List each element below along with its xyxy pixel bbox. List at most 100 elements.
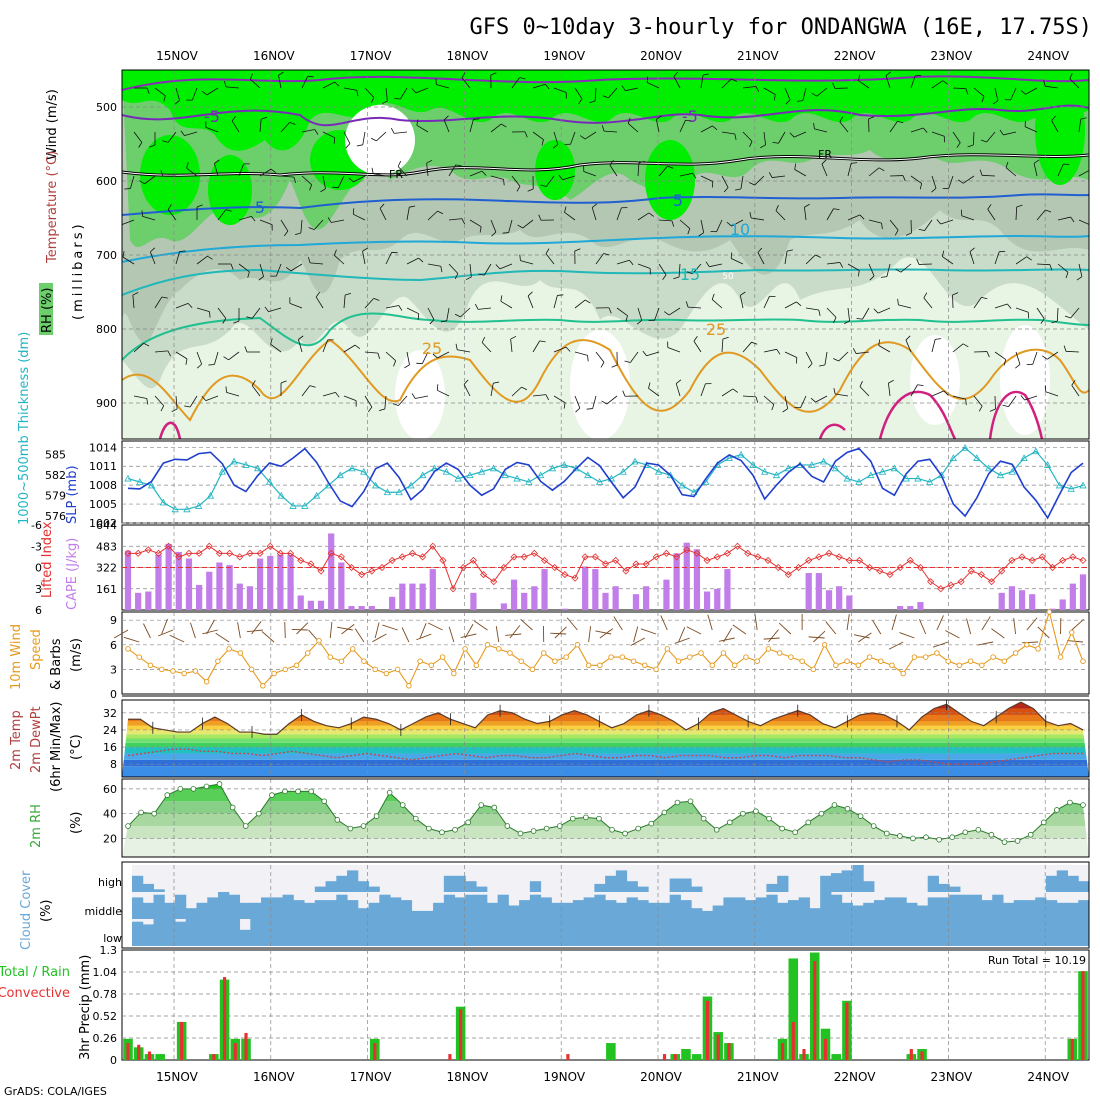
cloud-cell (615, 870, 628, 892)
wind-barb (406, 207, 410, 221)
cloud-cell (820, 875, 832, 892)
wind-barb-flag (565, 346, 571, 352)
wind-barb (847, 307, 850, 321)
cloud-cell (443, 894, 456, 919)
wind10-point (1024, 642, 1030, 648)
rh2m-point (726, 819, 733, 826)
precip-grid: 1.31.040.780.520.260 (93, 944, 1089, 1067)
wind-barb (322, 131, 335, 139)
wind-barb (1078, 169, 1089, 177)
cape-bar (683, 542, 690, 610)
wind-barb-flag (897, 298, 899, 305)
wind-barb-flag (416, 119, 419, 126)
wind-barb (952, 87, 967, 90)
thickness-point (525, 478, 533, 485)
wind-barb-flag (663, 311, 670, 316)
wind-barb-flag (517, 224, 523, 229)
rh2m-point (504, 823, 511, 829)
wind10-barb (763, 637, 780, 640)
cloud-cell (1035, 897, 1047, 919)
wind10-point (428, 662, 435, 669)
rh2m-point (766, 815, 772, 822)
wind-barb-flag (1063, 345, 1067, 352)
wind-barb-flag (723, 187, 729, 193)
li-series (122, 533, 1089, 610)
wind-barb (130, 175, 135, 189)
cloud-cell (239, 902, 251, 919)
rh-color-band (122, 788, 1089, 802)
wind-barb (259, 219, 273, 226)
wind-barb (814, 128, 828, 133)
cloud-cell (476, 919, 488, 946)
thickness-point (206, 491, 215, 499)
cloud-cell (680, 919, 692, 946)
wind-barb (858, 80, 870, 89)
lifted-index-point (561, 571, 569, 579)
thickness-point (831, 464, 840, 472)
precip-total-bar (681, 1049, 691, 1060)
cloud-cell (164, 902, 176, 919)
cape-bar (196, 584, 203, 610)
wind-barb (1032, 351, 1038, 365)
lifted-index-point (876, 567, 884, 575)
ylabel-total-rain: Total / Rain (0, 965, 70, 980)
wind-barb-flag (160, 405, 165, 412)
cape-bar (368, 606, 375, 610)
wind-barb-flag (967, 144, 974, 148)
wind-barb-flag (923, 292, 928, 299)
rh-dry-pocket (345, 105, 415, 175)
temp-contour-30 (158, 390, 1044, 439)
thickness-point (548, 464, 557, 472)
lifted-index-point (540, 556, 549, 564)
wind-barb (217, 307, 227, 319)
ylabel-speed: Speed (29, 629, 44, 670)
cloud-cell (626, 881, 638, 892)
cloud-cell (228, 919, 241, 946)
precip-convective-bar (137, 1044, 141, 1060)
wind10-point (226, 646, 232, 652)
wind-barb (545, 253, 555, 265)
cloud-cell (529, 881, 542, 892)
wind-barb (343, 344, 356, 353)
cloud-cell (669, 919, 681, 946)
wind-barb (314, 219, 324, 230)
wind-barb-flag (622, 390, 626, 397)
wind-barb-flag (686, 271, 693, 275)
wind-barb (553, 346, 567, 353)
wind-barb (205, 126, 219, 133)
wind-barb (1005, 167, 1017, 177)
wind10-barb (808, 636, 825, 639)
lifted-index-point (297, 556, 305, 564)
temp-color-band (122, 714, 1089, 722)
rh2m-point (661, 809, 668, 816)
cape-bar (602, 592, 609, 610)
wind-barb (546, 175, 555, 187)
lifted-index-point (1028, 556, 1036, 564)
wind-barb (570, 131, 576, 145)
cloud-cell (755, 919, 767, 946)
wind10-barb (977, 641, 994, 646)
wind-barb (700, 75, 704, 89)
wind-barb-flag (465, 276, 472, 281)
cape-bar (328, 533, 335, 610)
rh2m-point (779, 825, 785, 832)
lifted-index-point (429, 542, 437, 550)
wind10-barb (825, 621, 837, 635)
lifted-index-point (622, 567, 630, 575)
w10-series (113, 609, 1086, 689)
rh2m-point (426, 825, 432, 832)
wind-barb (942, 256, 954, 265)
rh2m-point (949, 834, 955, 840)
temp-color-band (122, 742, 1089, 748)
lifted-index-point (1018, 553, 1026, 561)
rh-dry-pocket (1000, 325, 1050, 435)
cloud-cell (400, 900, 413, 919)
wind-barb-flag (1042, 355, 1048, 360)
lifted-index-point (601, 560, 610, 568)
thickness-point (254, 464, 262, 472)
wind10-point (990, 654, 996, 660)
wind10-point (451, 670, 457, 677)
cloud-cell (572, 919, 585, 946)
wind-barb-flag (122, 224, 123, 225)
ylabel-2m-rh: 2m RH (29, 804, 44, 848)
